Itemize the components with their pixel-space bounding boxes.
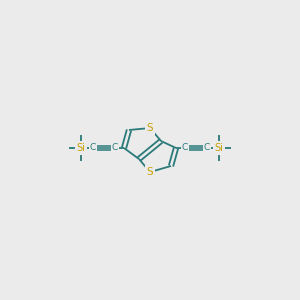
Text: C: C [90, 143, 96, 152]
Text: C: C [204, 143, 210, 152]
Text: C: C [112, 143, 118, 152]
Text: Si: Si [76, 143, 85, 153]
Text: S: S [147, 167, 153, 177]
Text: S: S [147, 123, 153, 133]
Text: C: C [182, 143, 188, 152]
Text: Si: Si [214, 143, 224, 153]
